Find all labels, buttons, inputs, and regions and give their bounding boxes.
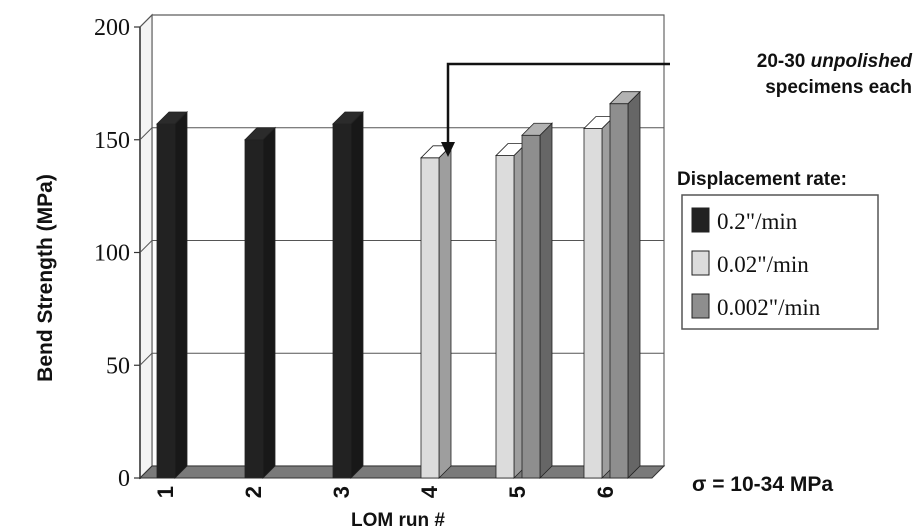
- legend: Displacement rate: 0.2"/min 0.02"/min 0.00…: [677, 169, 879, 330]
- x-axis-label: LOM run #: [351, 510, 445, 531]
- legend-swatch: [691, 293, 710, 319]
- bar: [521, 122, 553, 479]
- bar-front: [583, 128, 603, 479]
- x-tick-labels: 1 2 3 4 5 6: [153, 485, 618, 498]
- y-tick-label: 150: [94, 128, 130, 154]
- legend-label: 0.02"/min: [717, 252, 809, 277]
- gridline-depth: [139, 14, 153, 28]
- bar-front: [332, 123, 352, 479]
- bar-side: [262, 126, 276, 479]
- y-tick-label: 200: [94, 15, 130, 41]
- x-tick-label: 6: [593, 486, 618, 498]
- y-tick-label: 50: [106, 353, 130, 379]
- callout: 20-30 unpolished specimens each: [441, 51, 912, 157]
- bar-side: [539, 122, 553, 479]
- bar-front: [495, 155, 515, 479]
- callout-arrow-head: [441, 142, 455, 157]
- bar-front: [420, 157, 440, 479]
- bar-top: [609, 91, 641, 105]
- gridline-depth: [139, 240, 153, 253]
- bar: [244, 126, 276, 479]
- gridlines: [139, 14, 664, 366]
- legend-title: Displacement rate:: [677, 169, 847, 190]
- bar: [609, 90, 641, 479]
- x-tick-label: 3: [329, 486, 354, 498]
- legend-items: 0.2"/min 0.02"/min 0.002"/min: [691, 207, 821, 320]
- bar: [583, 115, 615, 479]
- legend-item: 0.002"/min: [691, 293, 821, 320]
- y-tick-labels: 0 50 100 150 200: [94, 15, 140, 492]
- y-tick-label: 100: [94, 241, 130, 267]
- bar-side: [627, 90, 641, 479]
- legend-label: 0.002"/min: [717, 295, 821, 320]
- bar: [156, 110, 188, 479]
- x-tick-label: 4: [417, 485, 442, 498]
- y-tick-label: 0: [118, 466, 130, 492]
- bar: [495, 142, 527, 479]
- x-tick-label: 2: [241, 486, 266, 498]
- gridline-depth: [139, 352, 153, 366]
- legend-item: 0.02"/min: [691, 250, 809, 277]
- bar: [420, 144, 452, 479]
- x-tick-label: 5: [505, 486, 530, 498]
- x-tick-label: 1: [153, 486, 178, 498]
- bar-top: [156, 111, 188, 125]
- legend-swatch: [691, 207, 710, 233]
- callout-number: 20-30: [757, 51, 806, 72]
- gridline-depth: [139, 127, 153, 141]
- bars: [156, 90, 641, 479]
- bar-front: [521, 134, 541, 479]
- callout-emphasis: unpolished: [811, 51, 913, 72]
- bar-side: [174, 110, 188, 479]
- legend-swatch: [691, 250, 710, 276]
- legend-box: [681, 194, 879, 330]
- bar: [332, 110, 364, 479]
- bar-top: [332, 111, 364, 125]
- sigma-annotation: σ = 10-34 MPa: [692, 473, 833, 496]
- callout-arrow-line: [446, 62, 670, 144]
- legend-label: 0.2"/min: [717, 209, 798, 234]
- bar-front: [244, 139, 264, 479]
- callout-line-1: 20-30 unpolished: [757, 51, 913, 72]
- bar-top: [244, 127, 276, 141]
- bar-side: [438, 144, 452, 479]
- bar-front: [156, 123, 176, 479]
- bar-side: [350, 110, 364, 479]
- bar-top: [521, 122, 553, 136]
- callout-line-2: specimens each: [765, 77, 912, 98]
- bar-front: [609, 103, 629, 479]
- legend-item: 0.2"/min: [691, 207, 798, 234]
- y-axis-label: Bend Strength (MPa): [34, 174, 57, 382]
